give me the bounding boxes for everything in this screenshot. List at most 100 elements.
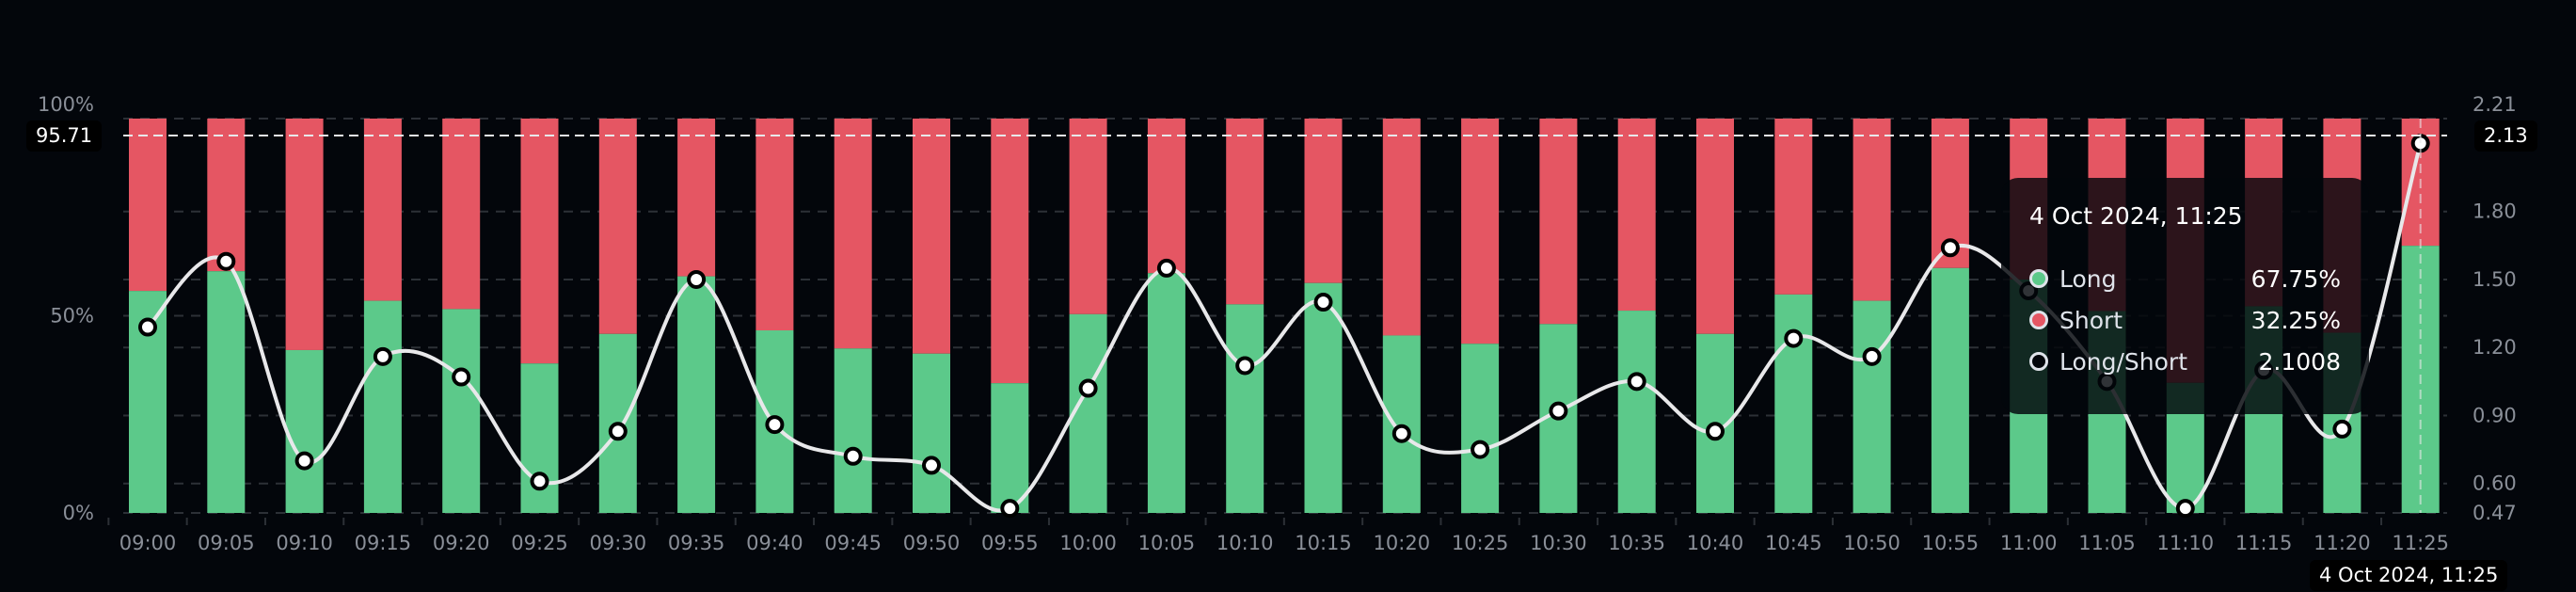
short-bar	[1696, 119, 1734, 334]
tooltip-title: 4 Oct 2024, 11:25	[2029, 202, 2243, 230]
long-bar	[1617, 311, 1656, 513]
long-bar	[1774, 294, 1813, 513]
crosshair-x-label: 4 Oct 2024, 11:25	[2310, 560, 2508, 591]
ratio-point	[765, 415, 785, 435]
x-tick-label: 09:25	[511, 532, 568, 554]
ratio-point	[843, 446, 863, 466]
tooltip-row-ratio: Long/Short 2.1008	[2029, 341, 2341, 382]
x-tick-label: 11:00	[2000, 532, 2058, 554]
x-tick-label: 10:50	[1843, 532, 1900, 554]
ratio-point	[1313, 293, 1333, 312]
x-tick-label: 09:10	[276, 532, 333, 554]
ratio-point	[216, 251, 236, 271]
ratio-point	[1391, 424, 1411, 443]
short-bar	[913, 119, 950, 354]
x-tick-label: 10:30	[1530, 532, 1587, 554]
short-bar	[755, 119, 794, 331]
x-tick-label: 11:10	[2157, 532, 2215, 554]
x-tick-label: 10:10	[1216, 532, 1274, 554]
ratio-point	[1784, 328, 1804, 348]
x-tick-label: 10:05	[1138, 532, 1196, 554]
x-tick-label: 10:55	[1922, 532, 1980, 554]
long-bar	[1226, 304, 1264, 513]
long-bar	[1304, 282, 1343, 513]
x-tick-label: 10:25	[1452, 532, 1509, 554]
right-tick-label: 0.60	[2473, 472, 2517, 495]
x-tick-label: 09:15	[355, 532, 412, 554]
ratio-point	[1000, 499, 1020, 519]
short-bar	[1852, 119, 1891, 301]
short-bar	[1774, 119, 1813, 295]
crosshair-right-label: 2.13	[2474, 120, 2537, 152]
right-axis: 0.47 0.60 0.90 1.20 1.50 1.80 2.21	[2473, 93, 2517, 524]
ratio-point	[530, 472, 549, 491]
short-bar	[677, 119, 716, 277]
short-bar	[1617, 119, 1656, 312]
short-bar	[1069, 119, 1107, 314]
tooltip-value: 32.25%	[2250, 306, 2341, 334]
short-bar	[1382, 119, 1421, 336]
tooltip-row-long: Long 67.75%	[2029, 258, 2341, 299]
right-tick-label: 0.47	[2473, 502, 2517, 524]
long-bar	[1069, 313, 1107, 513]
tooltip-label: Short	[2059, 306, 2123, 334]
ratio-point	[452, 367, 471, 387]
right-tick-label: 2.21	[2473, 93, 2517, 116]
ratio-point	[1862, 346, 1882, 366]
tooltip-value: 67.75%	[2250, 264, 2341, 293]
x-tick-label: 09:55	[981, 532, 1039, 554]
tooltip-label: Long	[2059, 264, 2117, 293]
short-bar	[1539, 119, 1578, 325]
x-tick-label: 10:20	[1374, 532, 1431, 554]
ratio-point	[1549, 401, 1568, 421]
x-tick-label: 09:00	[119, 532, 177, 554]
ratio-point	[922, 456, 941, 475]
ratio-point	[1235, 356, 1255, 376]
right-tick-label: 1.80	[2473, 200, 2517, 223]
long-bar	[363, 300, 402, 513]
x-tick-label: 10:35	[1608, 532, 1665, 554]
long-bar	[834, 348, 872, 513]
long-dot-icon	[2029, 269, 2048, 288]
x-tick-label: 09:40	[746, 532, 803, 554]
ratio-point	[1471, 440, 1490, 459]
ratio-point	[1156, 258, 1176, 278]
x-tick-label: 10:45	[1765, 532, 1822, 554]
crosshair-left-label: 95.71	[26, 120, 103, 152]
right-tick-label: 0.90	[2473, 404, 2517, 426]
long-bar	[1931, 267, 1969, 513]
long-bar	[677, 276, 716, 513]
left-tick-label: 100%	[38, 93, 94, 116]
left-axis: 0% 50% 100%	[38, 93, 94, 524]
short-bar	[991, 119, 1029, 384]
long-bar	[1147, 273, 1185, 513]
long-bar	[207, 271, 246, 513]
left-tick-label: 0%	[63, 502, 94, 524]
ratio-point	[294, 451, 314, 471]
ratio-point	[1627, 372, 1646, 392]
short-dot-icon	[2029, 311, 2048, 329]
x-tick-label: 09:30	[590, 532, 647, 554]
short-bar	[363, 119, 402, 301]
x-tick-label: 11:20	[2314, 532, 2371, 554]
short-bar	[834, 119, 872, 349]
ratio-point	[373, 346, 392, 366]
ratio-point	[608, 422, 628, 441]
short-bar	[1461, 119, 1500, 344]
x-tick-label: 10:40	[1687, 532, 1744, 554]
x-tick-label: 09:20	[433, 532, 490, 554]
short-bar	[207, 119, 246, 272]
short-bar	[1226, 119, 1264, 305]
tooltip-value: 2.1008	[2258, 347, 2341, 376]
x-tick-label: 09:50	[903, 532, 961, 554]
short-bar	[1147, 119, 1185, 274]
short-bar	[442, 119, 481, 310]
x-tick-label: 11:25	[2392, 532, 2449, 554]
ratio-point	[1078, 378, 1098, 398]
crosshair	[123, 119, 2447, 513]
x-tick-label: 10:00	[1059, 532, 1117, 554]
ratio-point	[2175, 499, 2195, 519]
tooltip: 4 Oct 2024, 11:25 Long 67.75% Short 32.2…	[2001, 178, 2369, 414]
long-bar	[913, 353, 950, 513]
short-bar	[1304, 119, 1343, 283]
